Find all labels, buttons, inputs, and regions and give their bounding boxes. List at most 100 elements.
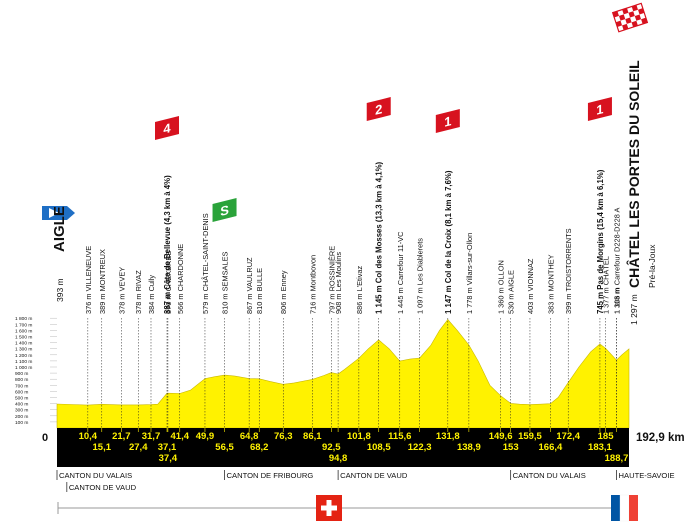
alt-tick-label: 1 200 m xyxy=(15,353,32,359)
waypoint-label: 867 m VAULRUZ xyxy=(245,257,254,314)
regions: CANTON DU VALAIS CANTON DE FRIBOURG CANTON… xyxy=(56,470,675,492)
start-name: AIGLE xyxy=(51,206,68,252)
waypoint-label: 566 m CHARDONNE xyxy=(176,244,185,314)
climb-label: 745 m Pas de Morgins (15,4 km à 6,1%) xyxy=(596,169,605,314)
km-label: 27,4 xyxy=(129,442,148,453)
km-label: 108,5 xyxy=(367,442,391,453)
waypoint-label: 1 377 m CHÂTEL xyxy=(602,256,611,314)
km-label: 101,8 xyxy=(347,431,371,442)
sprint-badge: S xyxy=(212,198,237,222)
waypoint-label: 1 778 m Villars-sur-Ollon xyxy=(465,233,474,314)
climb-badge-cat-1: 1 xyxy=(435,109,460,133)
waypoint-guides xyxy=(87,318,617,428)
climb-badges: 4 2 1 1 S xyxy=(155,97,612,222)
climb-category: 4 xyxy=(163,120,171,137)
region-label: HAUTE-SAVOIE xyxy=(619,471,675,480)
climb-label: 1 145 m Col des Mosses (13,3 km à 4,1%) xyxy=(375,161,384,314)
km-label: 68,2 xyxy=(250,442,269,453)
km-label: 31,7 xyxy=(142,431,161,442)
km-label: 122,3 xyxy=(408,442,432,453)
french-flag-icon xyxy=(611,494,638,522)
elevation-profile xyxy=(56,319,630,429)
alt-tick-label: 500 m xyxy=(15,396,28,402)
km-label: 21,7 xyxy=(112,431,131,442)
region-label: CANTON DE FRIBOURG xyxy=(227,471,314,480)
alt-tick-label: 800 m xyxy=(15,377,28,383)
waypoint-label: 797 m ROSSINIÈRE xyxy=(327,246,336,314)
km-label: 166,4 xyxy=(539,442,563,453)
waypoint-label: 389 m MONTREUX xyxy=(98,249,107,314)
km-label: 131,8 xyxy=(436,431,460,442)
alt-tick-label: 1 000 m xyxy=(15,365,32,371)
alt-tick-label: 1 700 m xyxy=(15,322,32,328)
alt-tick-label: 300 m xyxy=(15,408,28,414)
region-label: CANTON DE VAUD xyxy=(69,483,137,492)
start-altitude: 393 m xyxy=(55,278,65,302)
alt-tick-label: 400 m xyxy=(15,402,28,408)
waypoint-label: 806 m Enney xyxy=(279,270,288,314)
km-label: 10,4 xyxy=(79,431,98,442)
region-label: CANTON DU VALAIS xyxy=(513,471,586,480)
waypoint-label: 810 m SEMSALES xyxy=(221,251,230,314)
km-label: 76,3 xyxy=(274,431,293,442)
climb-badge-cat-1: 1 xyxy=(587,97,612,121)
waypoint-label: 1 113 m xyxy=(613,288,622,314)
climb-badge-cat-2: 2 xyxy=(366,97,391,121)
alt-tick-label: 1 600 m xyxy=(15,328,32,334)
total-distance: 192,9 km xyxy=(636,432,685,444)
region-label: CANTON DE VAUD xyxy=(340,471,408,480)
climb-badge-cat-4: 4 xyxy=(155,116,180,140)
km-label: 37,1 xyxy=(158,442,177,453)
climb-category: 1 xyxy=(596,101,603,118)
waypoint-label: 384 m Cully xyxy=(147,275,156,314)
finish-marker: CHÂTEL LES PORTES DU SOLEIL Pré-la-Joux … xyxy=(611,2,657,325)
waypoint-label: 1 445 m Carrefour 11-VC xyxy=(396,231,405,314)
alt-tick-label: 700 m xyxy=(15,383,28,389)
waypoint-label: 383 m MONTHEY xyxy=(546,254,555,314)
climb-label: 1 147 m Col de la Croix (8,1 km à 7,6%) xyxy=(444,170,453,314)
km-label: 86,1 xyxy=(303,431,322,442)
km-label: 149,6 xyxy=(489,431,513,442)
altitude-axis: 1 800 m1 700 m1 600 m1 500 m1 400 m1 300… xyxy=(15,316,57,426)
waypoint-label: 378 m RIVAZ xyxy=(134,270,143,314)
km-band xyxy=(57,428,629,467)
alt-tick-label: 900 m xyxy=(15,371,28,377)
distance-zero: 0 xyxy=(42,432,48,444)
swiss-flag-icon xyxy=(316,495,342,521)
sprint-letter: S xyxy=(220,202,229,219)
finish-name: CHÂTEL LES PORTES DU SOLEIL xyxy=(625,60,642,288)
region-label: CANTON DU VALAIS xyxy=(59,471,132,480)
km-label: 172,4 xyxy=(556,431,580,442)
km-label: 41,4 xyxy=(171,431,190,442)
km-label: 37,4 xyxy=(159,453,178,464)
km-label: 94,8 xyxy=(329,453,348,464)
climb-category: 2 xyxy=(375,101,382,118)
km-label: 153 xyxy=(503,442,519,453)
km-label: 56,5 xyxy=(215,442,234,453)
alt-tick-label: 600 m xyxy=(15,389,28,395)
alt-tick-label: 100 m xyxy=(15,420,28,426)
waypoint-label: 810 m BULLE xyxy=(255,268,264,314)
km-label: 138,9 xyxy=(457,442,481,453)
climb-category: 1 xyxy=(444,113,451,130)
km-label: 92,5 xyxy=(322,442,341,453)
alt-tick-label: 1 500 m xyxy=(15,335,32,341)
start-marker: AIGLE 393 m xyxy=(42,206,75,302)
waypoint-label: 1 097 m Les Diablerets xyxy=(416,238,425,314)
waypoint-label: 1 360 m OLLON xyxy=(497,260,506,314)
km-label: 64,8 xyxy=(240,431,259,442)
km-label: 49,9 xyxy=(196,431,215,442)
waypoint-label: 886 m L'Etivaz xyxy=(355,265,364,314)
waypoint-label: 376 m VILLENEUVE xyxy=(84,246,93,314)
alt-tick-label: 1 100 m xyxy=(15,359,32,365)
waypoint-label: 908 m Les Moulins xyxy=(334,252,343,314)
waypoint-label: 1 306 m Carrefour D228-D228 A xyxy=(613,208,622,314)
alt-tick-label: 1 400 m xyxy=(15,341,32,347)
km-label: 185 xyxy=(598,431,615,442)
waypoint-label: 579 m CHÂTEL-SAINT-DENIS xyxy=(201,213,210,314)
waypoint-label: 716 m Montbovon xyxy=(308,255,317,314)
alt-tick-label: 1 300 m xyxy=(15,347,32,353)
waypoint-labels: 376 m VILLENEUVE 389 m MONTREUX 378 m VEVE… xyxy=(84,161,622,314)
waypoint-label: 399 m TROISTORRENTS xyxy=(564,228,573,314)
